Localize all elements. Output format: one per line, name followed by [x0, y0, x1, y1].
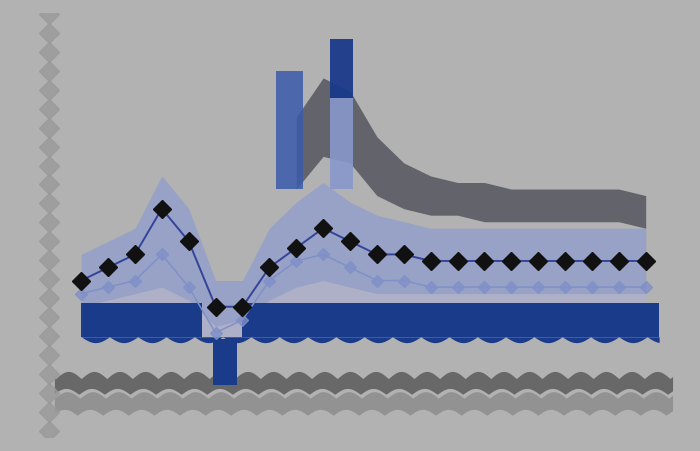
Bar	[213, 340, 237, 385]
Bar	[276, 72, 303, 189]
Bar	[330, 40, 353, 98]
Bar	[330, 98, 353, 189]
